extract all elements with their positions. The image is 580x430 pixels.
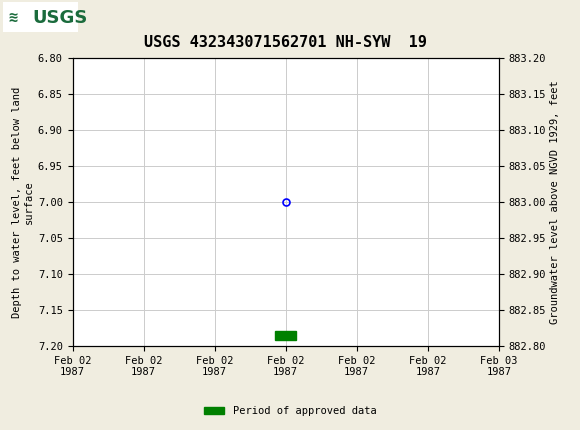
Title: USGS 432343071562701 NH-SYW  19: USGS 432343071562701 NH-SYW 19 [144,35,427,50]
Text: USGS: USGS [32,9,87,27]
Y-axis label: Depth to water level, feet below land
surface: Depth to water level, feet below land su… [12,86,34,318]
Bar [3,3,78,32]
Y-axis label: Groundwater level above NGVD 1929, feet: Groundwater level above NGVD 1929, feet [550,80,560,324]
Text: ≋: ≋ [9,10,18,25]
Bar [275,331,296,340]
Legend: Period of approved data: Period of approved data [200,402,380,421]
